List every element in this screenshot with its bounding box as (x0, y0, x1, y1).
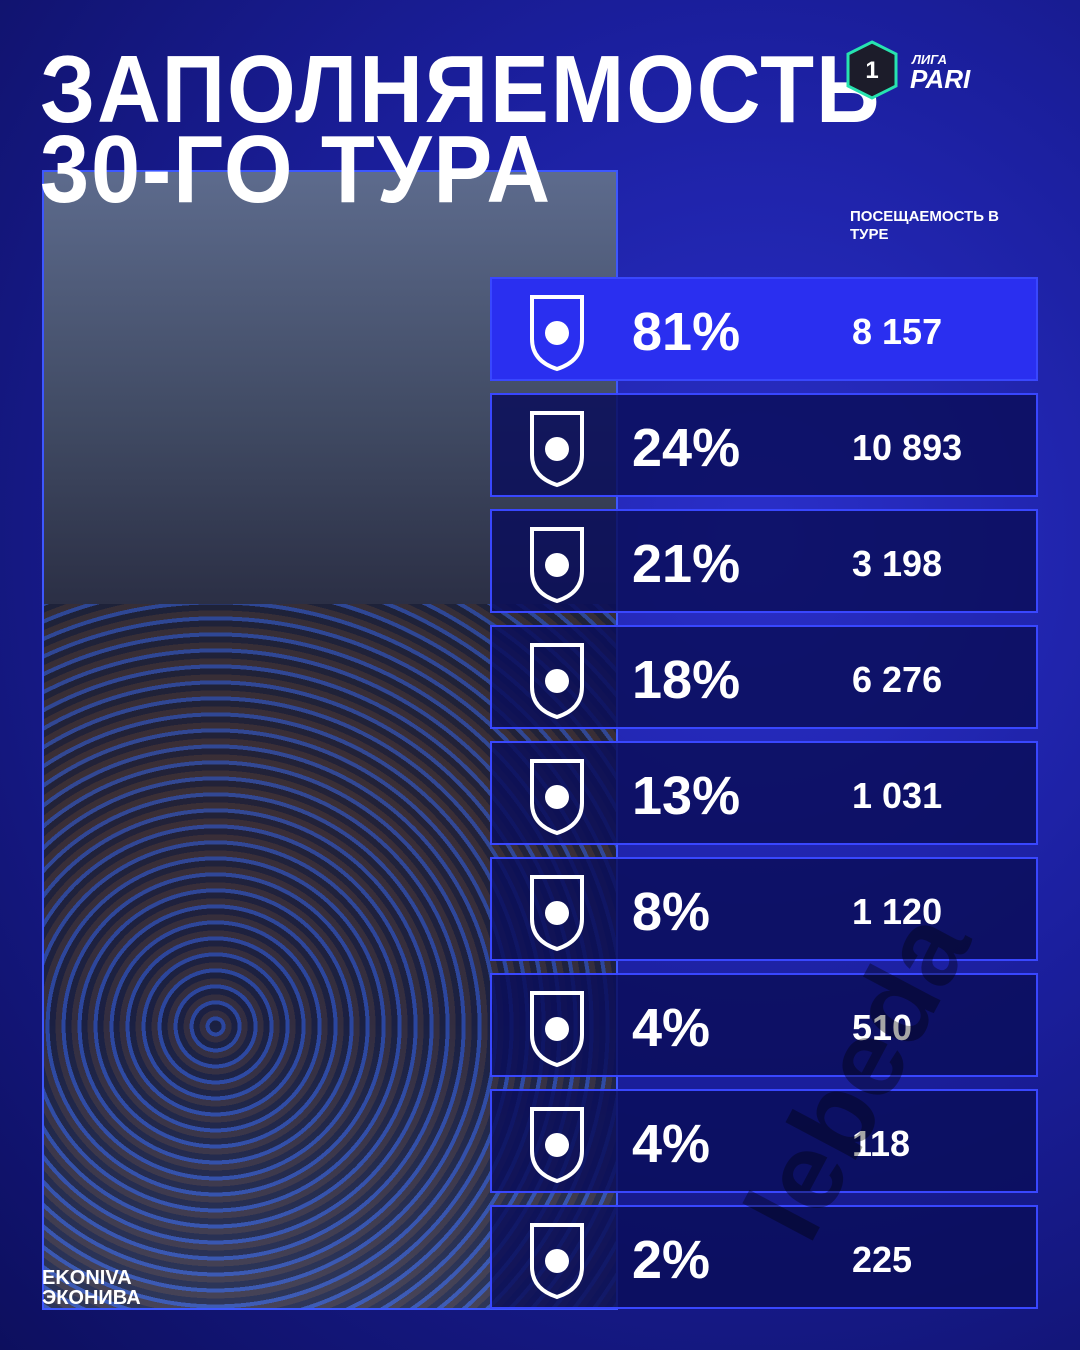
attendance: 510 (852, 1007, 913, 1048)
crest-emblem (545, 901, 569, 925)
crest-shape (530, 759, 584, 836)
table-row: 81% 8 157 (490, 277, 1038, 381)
crest-shape (530, 991, 584, 1068)
crest-emblem (545, 1133, 569, 1157)
table-row: 2% 225 (490, 1205, 1038, 1309)
title: 30-ГО ТУРА (40, 116, 553, 223)
crest-shape (530, 527, 584, 604)
table-row: 8% 1 120 (490, 857, 1038, 961)
fill-percent: 18% (632, 650, 741, 710)
fill-percent: 13% (632, 766, 741, 826)
crest-shape (530, 411, 584, 488)
logo-top: ЛИГА (911, 52, 947, 67)
league-logo: 1 ЛИГА PARI (846, 40, 971, 100)
attendance: 6 276 (852, 659, 943, 700)
column-header: ПОСЕЩАЕМОСТЬ В ТУРЕ (850, 208, 999, 243)
sponsor: EKONIVA ЭКОНИВА (42, 1268, 141, 1308)
crest-emblem (545, 1249, 569, 1273)
fill-percent: 24% (632, 418, 741, 478)
sponsor-latin: EKONIVA (42, 1267, 132, 1289)
attendance: 3 198 (852, 543, 943, 584)
crest-emblem (545, 321, 569, 345)
crest-icon (530, 991, 584, 1068)
fill-percent: 4% (632, 998, 711, 1058)
crest-shape (530, 643, 584, 720)
table-row: 18% 6 276 (490, 625, 1038, 729)
table-row: 4% 510 (490, 973, 1038, 1077)
fill-percent: 81% (632, 302, 741, 362)
crest-emblem (545, 1017, 569, 1041)
club-crest (492, 1207, 622, 1307)
fill-percent: 8% (632, 882, 711, 942)
club-crest (492, 279, 622, 379)
attendance: 10 893 (852, 427, 963, 468)
crest-icon (530, 759, 584, 836)
fill-percent: 21% (632, 534, 741, 594)
crest-shape (530, 295, 584, 372)
table-row: 24% 10 893 (490, 393, 1038, 497)
attendance: 1 120 (852, 891, 943, 932)
logo-bottom: PARI (910, 64, 971, 94)
attendance: 1 031 (852, 775, 943, 816)
crest-shape (530, 1223, 584, 1300)
crest-icon (530, 1223, 584, 1300)
crest-icon (530, 643, 584, 720)
crest-emblem (545, 437, 569, 461)
club-crest (492, 627, 622, 727)
crest-shape (530, 1107, 584, 1184)
crest-icon (530, 875, 584, 952)
club-crest (492, 743, 622, 843)
fill-percent: 4% (632, 1114, 711, 1174)
attendance: 8 157 (852, 311, 943, 352)
crest-icon (530, 411, 584, 488)
fill-percent: 2% (632, 1230, 711, 1290)
club-crest (492, 859, 622, 959)
attendance: 225 (852, 1239, 913, 1280)
club-crest (492, 511, 622, 611)
logo-number: 1 (865, 57, 878, 84)
sponsor-cyrillic: ЭКОНИВА (42, 1287, 141, 1309)
logo-badge (846, 40, 898, 100)
table-row: 4% 118 (490, 1089, 1038, 1193)
crest-icon (530, 527, 584, 604)
crest-emblem (545, 553, 569, 577)
table-row: 13% 1 031 (490, 741, 1038, 845)
crest-icon (530, 295, 584, 372)
crest-shape (530, 875, 584, 952)
table-row: 21% 3 198 (490, 509, 1038, 613)
crest-emblem (545, 669, 569, 693)
club-crest (492, 1091, 622, 1191)
crest-emblem (545, 785, 569, 809)
title: ЗАПОЛНЯЕМОСТЬ (40, 36, 882, 143)
club-crest (492, 395, 622, 495)
club-crest (492, 975, 622, 1075)
attendance: 118 (852, 1123, 911, 1164)
crest-icon (530, 1107, 584, 1184)
